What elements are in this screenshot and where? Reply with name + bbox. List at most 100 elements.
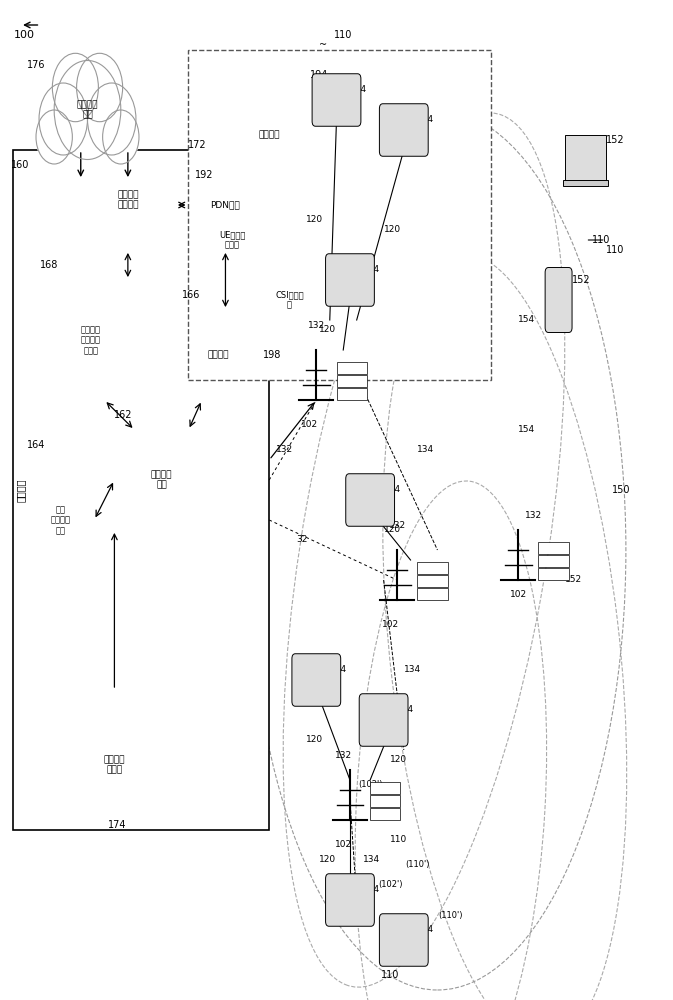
Text: 核心网络: 核心网络 bbox=[15, 478, 25, 502]
Text: 132: 132 bbox=[276, 446, 293, 454]
Circle shape bbox=[102, 110, 139, 164]
Bar bbox=[417, 575, 448, 587]
FancyBboxPatch shape bbox=[54, 280, 128, 400]
Text: 132: 132 bbox=[525, 511, 542, 520]
Bar bbox=[336, 375, 367, 387]
Bar bbox=[538, 555, 569, 567]
Bar bbox=[336, 362, 367, 374]
Bar bbox=[563, 180, 608, 186]
FancyBboxPatch shape bbox=[545, 268, 572, 332]
Text: 移动管理
实体: 移动管理 实体 bbox=[151, 470, 172, 490]
Text: 102: 102 bbox=[301, 420, 318, 429]
Circle shape bbox=[77, 53, 122, 122]
Text: 分组数据
网络: 分组数据 网络 bbox=[77, 100, 98, 120]
FancyBboxPatch shape bbox=[188, 50, 491, 380]
Text: CSI报告组
件: CSI报告组 件 bbox=[275, 290, 304, 310]
FancyBboxPatch shape bbox=[188, 160, 262, 250]
FancyBboxPatch shape bbox=[359, 694, 408, 746]
Circle shape bbox=[87, 83, 136, 155]
FancyBboxPatch shape bbox=[67, 720, 162, 810]
Circle shape bbox=[52, 53, 98, 122]
Text: 150: 150 bbox=[612, 485, 631, 495]
Text: 110: 110 bbox=[390, 836, 408, 844]
FancyBboxPatch shape bbox=[195, 190, 269, 290]
Text: 110: 110 bbox=[606, 245, 624, 255]
Text: 服务网关: 服务网关 bbox=[208, 351, 229, 360]
Text: 多媒体广
播多播服
务网关: 多媒体广 播多播服 务网关 bbox=[81, 325, 101, 355]
Text: 归属用户
服务器: 归属用户 服务器 bbox=[104, 755, 125, 775]
Text: 104: 104 bbox=[417, 926, 434, 934]
Text: 166: 166 bbox=[182, 290, 200, 300]
Text: (110'): (110') bbox=[439, 911, 463, 920]
Text: 104: 104 bbox=[363, 886, 380, 894]
Text: 132: 132 bbox=[308, 321, 325, 330]
Text: 32: 32 bbox=[296, 536, 308, 544]
Text: 154: 154 bbox=[518, 426, 535, 434]
Text: 132: 132 bbox=[334, 751, 352, 760]
Bar bbox=[336, 388, 367, 400]
Text: 134: 134 bbox=[363, 856, 380, 864]
Text: 172: 172 bbox=[188, 140, 207, 150]
Text: 102: 102 bbox=[509, 590, 527, 599]
Text: 120: 120 bbox=[384, 526, 400, 534]
FancyBboxPatch shape bbox=[292, 654, 341, 706]
Text: 120: 120 bbox=[390, 756, 407, 764]
Text: 176: 176 bbox=[27, 60, 45, 70]
Text: 其他
移动管理
实体: 其他 移动管理 实体 bbox=[50, 505, 71, 535]
Text: 100: 100 bbox=[13, 30, 34, 40]
Text: ~: ~ bbox=[319, 40, 327, 50]
FancyBboxPatch shape bbox=[380, 104, 428, 156]
Text: 广播多播
服务中心: 广播多播 服务中心 bbox=[117, 190, 139, 210]
Text: PDN网关: PDN网关 bbox=[211, 200, 240, 210]
Text: 132: 132 bbox=[388, 521, 406, 530]
Text: 152: 152 bbox=[572, 275, 591, 285]
Text: 120: 120 bbox=[320, 326, 336, 334]
Text: 134: 134 bbox=[417, 446, 434, 454]
FancyBboxPatch shape bbox=[229, 90, 310, 180]
Text: 120: 120 bbox=[306, 216, 323, 225]
FancyBboxPatch shape bbox=[13, 150, 269, 830]
FancyBboxPatch shape bbox=[326, 874, 374, 926]
Text: 160: 160 bbox=[11, 160, 30, 170]
Text: 162: 162 bbox=[114, 410, 133, 420]
Text: 164: 164 bbox=[27, 440, 45, 450]
Text: 120: 120 bbox=[306, 736, 323, 744]
Text: 110: 110 bbox=[334, 30, 353, 40]
Text: 154: 154 bbox=[518, 316, 535, 324]
Text: 198: 198 bbox=[262, 350, 281, 360]
Text: 102: 102 bbox=[334, 840, 352, 849]
Text: 152: 152 bbox=[565, 576, 582, 584]
FancyBboxPatch shape bbox=[326, 254, 374, 306]
Circle shape bbox=[54, 60, 121, 159]
FancyBboxPatch shape bbox=[346, 474, 394, 526]
Text: 104: 104 bbox=[417, 115, 434, 124]
Text: 104: 104 bbox=[363, 265, 380, 274]
Bar bbox=[417, 562, 448, 574]
Bar bbox=[538, 568, 569, 580]
Text: 194: 194 bbox=[310, 70, 328, 80]
Text: 104: 104 bbox=[397, 706, 414, 714]
Text: 104: 104 bbox=[350, 86, 367, 95]
FancyBboxPatch shape bbox=[312, 74, 361, 126]
Text: 174: 174 bbox=[108, 820, 126, 830]
Bar bbox=[565, 135, 606, 180]
Circle shape bbox=[39, 83, 87, 155]
Text: 决策组件: 决策组件 bbox=[258, 130, 280, 139]
Text: (110'): (110') bbox=[405, 860, 429, 869]
Circle shape bbox=[36, 110, 72, 164]
FancyBboxPatch shape bbox=[182, 310, 256, 400]
Text: 104: 104 bbox=[330, 666, 347, 674]
Text: 168: 168 bbox=[40, 260, 59, 270]
Text: 104: 104 bbox=[384, 486, 400, 494]
Text: 110: 110 bbox=[592, 235, 610, 245]
Bar bbox=[417, 588, 448, 600]
Text: 192: 192 bbox=[195, 170, 213, 180]
Text: (102'): (102') bbox=[378, 880, 402, 889]
Bar bbox=[370, 795, 400, 807]
Text: 134: 134 bbox=[404, 666, 421, 674]
Text: 120: 120 bbox=[384, 226, 400, 234]
Text: 120: 120 bbox=[320, 856, 336, 864]
FancyBboxPatch shape bbox=[114, 430, 209, 530]
FancyBboxPatch shape bbox=[249, 250, 330, 350]
Text: (102'): (102') bbox=[358, 780, 382, 789]
